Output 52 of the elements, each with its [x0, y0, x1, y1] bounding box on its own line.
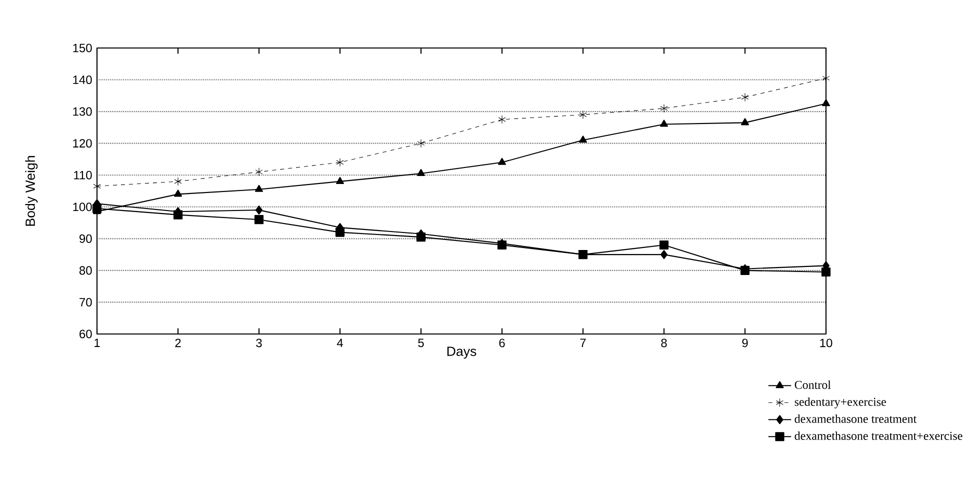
y-tick-label: 140 — [73, 76, 92, 84]
point — [821, 267, 831, 277]
legend-label: dexamethasone treatment — [794, 414, 917, 423]
x-tick-label: 5 — [418, 338, 424, 348]
point — [659, 240, 669, 250]
x-tick-label: 2 — [175, 338, 181, 348]
point — [416, 232, 426, 242]
y-axis-title: Body Weigh — [25, 156, 38, 226]
x-tick-label: 10 — [820, 338, 832, 348]
x-tick-label: 3 — [256, 338, 262, 348]
point — [579, 136, 587, 143]
point — [174, 177, 182, 186]
point — [336, 176, 344, 184]
y-tick-label: 60 — [80, 330, 92, 338]
y-tick-label: 110 — [74, 170, 92, 180]
y-tick-label: 70 — [80, 298, 92, 306]
point — [336, 158, 344, 167]
point — [417, 139, 425, 148]
y-tick-label: 100 — [73, 202, 92, 212]
x-tick-label: 4 — [336, 338, 343, 347]
x-tick-label: 7 — [580, 338, 586, 347]
point — [822, 99, 830, 106]
point — [579, 110, 587, 119]
point — [255, 206, 263, 215]
y-tick-label: 80 — [79, 266, 92, 275]
point — [255, 168, 263, 176]
x-tick-label: 9 — [742, 338, 748, 348]
x-tick-label: 6 — [499, 338, 505, 348]
point — [498, 115, 506, 124]
y-tick-label: 120 — [73, 139, 92, 148]
y-tick-label: 90 — [80, 234, 92, 243]
point — [660, 104, 668, 113]
y-tick-label: 130 — [73, 107, 92, 116]
legend-label: dexamethasone treatment+exercise — [794, 431, 962, 440]
point — [255, 184, 263, 192]
point — [174, 190, 182, 197]
legend-label: Control — [794, 380, 831, 389]
point — [660, 250, 668, 260]
point — [335, 228, 345, 237]
y-tick-label: 150 — [73, 44, 92, 52]
point — [740, 118, 749, 126]
legend-label: sedentary+exercise — [794, 397, 886, 408]
point — [173, 210, 183, 220]
point — [254, 215, 264, 224]
x-tick-label: 1 — [94, 338, 100, 347]
point — [741, 92, 749, 102]
x-tick-label: 8 — [661, 338, 667, 348]
point — [92, 204, 102, 214]
point — [660, 120, 668, 127]
point — [498, 158, 506, 165]
x-axis-title: Days — [447, 346, 476, 359]
point — [417, 168, 425, 176]
